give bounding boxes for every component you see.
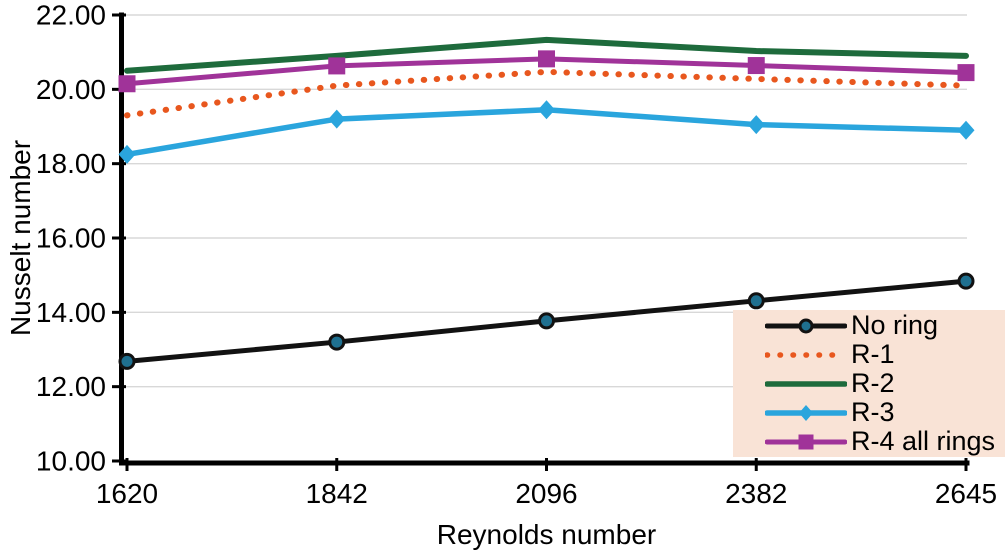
legend-label: R-2 (851, 368, 895, 398)
legend-marker-icon (798, 318, 814, 333)
x-axis-tick-label: 2382 (725, 478, 787, 509)
data-point-marker-square (118, 75, 136, 93)
x-axis-tick-label: 2645 (935, 478, 997, 509)
x-axis-tick-label: 1620 (96, 478, 158, 509)
legend-swatch-r-3 (765, 404, 847, 421)
data-point-marker-diamond (747, 115, 765, 135)
legend-item: R-1 (765, 340, 1005, 369)
data-point-marker-square (957, 64, 975, 82)
y-axis-tick-label: 18.00 (36, 148, 106, 179)
legend-item: R-3 (765, 398, 1005, 427)
y-axis-tick-label: 22.00 (36, 0, 106, 31)
x-axis-tick-label: 2096 (515, 478, 577, 509)
legend-swatch-no-ring (765, 318, 847, 333)
legend-marker-icon (799, 404, 813, 421)
data-point-marker-circle (747, 292, 765, 310)
data-point-marker-diamond (538, 100, 555, 120)
data-point-marker-diamond (957, 120, 975, 140)
y-axis-tick-label: 12.00 (36, 371, 106, 402)
legend-marker-icon (798, 434, 814, 449)
legend-item: R-4 all rings (765, 427, 1005, 456)
y-axis-tick-label: 10.00 (36, 446, 106, 477)
y-axis-title: Nusselt number (5, 139, 36, 337)
legend-label: R-1 (851, 339, 895, 369)
y-axis-tick-label: 14.00 (36, 297, 106, 328)
y-axis-tick-label: 16.00 (36, 223, 106, 254)
data-point-marker-circle (328, 333, 346, 351)
series-line-r-1 (124, 68, 969, 119)
x-axis-tick-label: 1842 (306, 478, 368, 509)
legend-label: R-3 (851, 397, 895, 427)
legend: No ring R-1 R-2 R-3 R-4 all rings (733, 310, 1005, 457)
data-point-marker-circle (538, 312, 555, 330)
x-axis-title: Reynolds number (436, 519, 657, 550)
legend-swatch-r-2 (765, 380, 847, 387)
legend-item: R-2 (765, 369, 1005, 398)
legend-swatch-r-4-all-rings (765, 434, 847, 449)
data-point-marker-square (747, 57, 765, 75)
data-point-marker-circle (118, 352, 136, 370)
y-axis-tick-label: 20.00 (36, 74, 106, 105)
data-point-marker-circle (957, 272, 975, 290)
legend-swatch-r-1 (765, 351, 847, 358)
data-point-marker-square (328, 57, 346, 75)
legend-label: No ring (851, 310, 939, 340)
data-point-marker-diamond (328, 109, 346, 129)
data-point-marker-diamond (118, 144, 136, 164)
legend-label: R-4 all rings (851, 426, 996, 456)
legend-item: No ring (765, 311, 1005, 340)
series-line-r-2 (124, 36, 969, 74)
data-point-marker-square (538, 50, 555, 68)
